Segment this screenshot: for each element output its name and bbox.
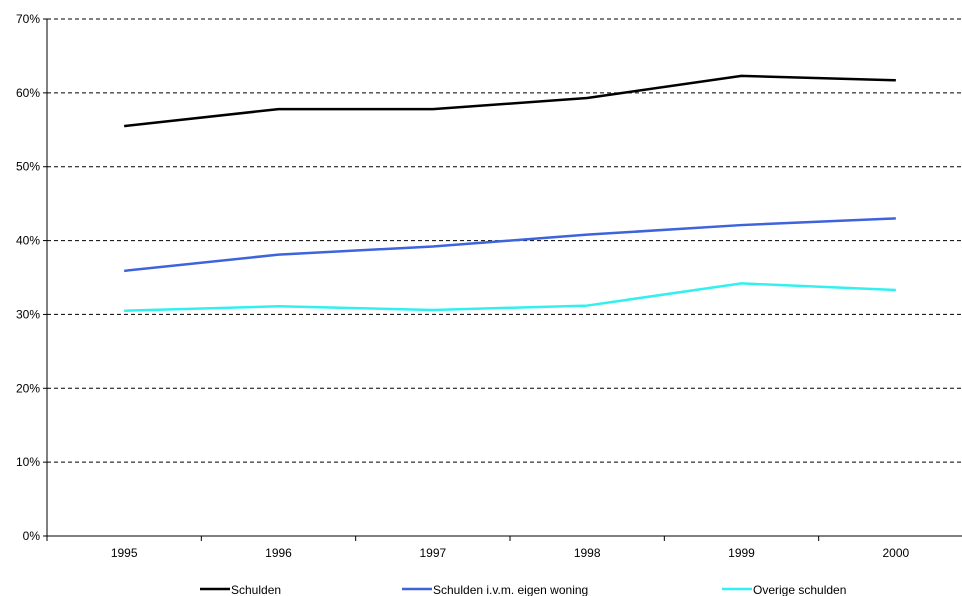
y-tick-label: 0% xyxy=(23,529,41,543)
y-tick-label: 60% xyxy=(16,86,40,100)
legend-label: Overige schulden xyxy=(753,583,846,596)
x-tick-label: 2000 xyxy=(882,546,909,560)
x-tick-label: 1997 xyxy=(419,546,446,560)
x-tick-label: 1998 xyxy=(574,546,601,560)
series-lines xyxy=(124,74,896,312)
legend: Schulden Schulden i.v.m. eigen woning Over… xyxy=(200,583,846,596)
x-tick-label: 1995 xyxy=(111,546,138,560)
y-tick-label: 10% xyxy=(16,455,40,469)
series-line xyxy=(124,74,896,128)
y-tick-label: 50% xyxy=(16,160,40,174)
y-tick-label: 20% xyxy=(16,381,40,395)
legend-label: Schulden i.v.m. eigen woning xyxy=(433,583,588,596)
y-tick-label: 30% xyxy=(16,307,40,321)
axes: 0% 10% 20% 30% 40% 50% 60% 70% 1995 1996 1997 1998 1… xyxy=(16,12,962,560)
y-tick-label: 70% xyxy=(16,12,40,26)
series-line xyxy=(124,282,896,312)
series-line xyxy=(124,217,896,273)
x-tick-label: 1996 xyxy=(265,546,292,560)
legend-label: Schulden xyxy=(231,583,281,596)
x-tick-label: 1999 xyxy=(728,546,755,560)
y-tick-label: 40% xyxy=(16,234,40,248)
